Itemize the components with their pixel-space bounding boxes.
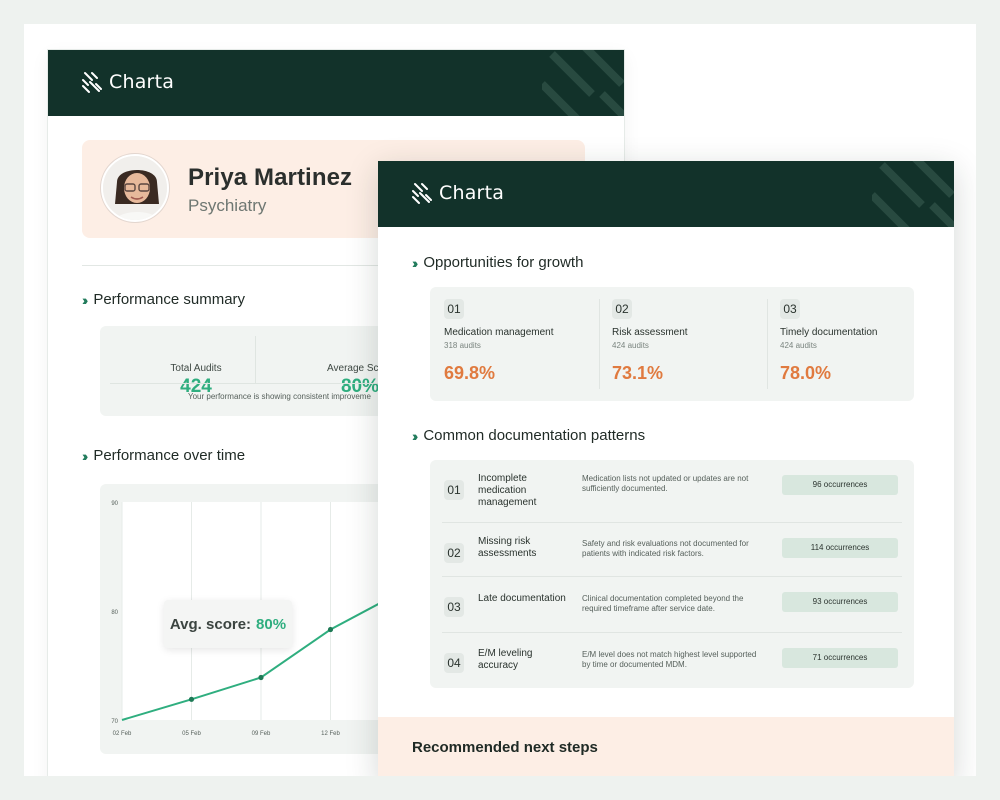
data-point [327, 626, 334, 633]
item-number: 04 [444, 653, 464, 673]
brand-watermark [872, 161, 954, 227]
opportunity-item: 03 Timely documentation 424 audits 78.0% [780, 299, 930, 384]
pattern-row: 01 Incomplete medication management Medi… [430, 464, 914, 520]
metric-total-audits: Total Audits 424 [126, 363, 266, 398]
double-chevron-icon: ›› [82, 291, 89, 308]
opportunity-title: Medication management [444, 327, 554, 338]
section-title-performance-summary: ›› Performance summary [82, 291, 245, 308]
recommendations-title: Recommended next steps [412, 739, 598, 756]
opportunity-title: Timely documentation [780, 327, 878, 338]
opportunity-title: Risk assessment [612, 327, 688, 338]
section-title-performance-over-time: ›› Performance over time [82, 447, 245, 464]
summary-note: Your performance is showing consistent i… [188, 392, 371, 401]
data-point [188, 696, 195, 702]
brand-name: Charta [109, 71, 175, 93]
brand-name: Charta [439, 182, 505, 204]
pattern-description: Clinical documentation completed beyond … [582, 594, 744, 613]
row-divider [442, 522, 902, 523]
pattern-title: Missing risk assessments [478, 536, 537, 559]
report-header: Charta [378, 161, 954, 227]
metric-label: Average Score [327, 363, 393, 374]
provider-specialty: Psychiatry [188, 196, 267, 215]
x-tick-label: 09 Feb [252, 731, 271, 737]
column-separator [599, 299, 600, 389]
brand-watermark [542, 50, 624, 116]
charta-logo-icon [412, 183, 432, 204]
opportunity-value: 69.8% [444, 363, 496, 383]
opportunity-item: 02 Risk assessment 424 audits 73.1% [612, 299, 762, 384]
data-point [258, 674, 264, 681]
row-divider [442, 632, 902, 633]
opportunity-item: 01 Medication management 318 audits 69.8… [444, 299, 594, 384]
pattern-title: Incomplete medication management [478, 473, 537, 508]
metric-divider [110, 383, 610, 384]
metric-label: Total Audits [170, 363, 222, 374]
pattern-row: 03 Late documentation Clinical documenta… [430, 581, 914, 637]
double-chevron-icon: ›› [412, 254, 419, 271]
charta-logo-icon [82, 72, 102, 93]
brand: Charta [411, 182, 504, 204]
opportunity-value: 73.1% [612, 363, 664, 383]
opportunity-audits: 318 audits [444, 341, 481, 350]
section-title-opportunities: ›› Opportunities for growth [412, 254, 583, 271]
metric-value: 80% [340, 376, 380, 397]
occurrence-badge: 114 occurrences [782, 538, 898, 558]
provider-name: Priya Martinez [188, 164, 353, 191]
column-separator [767, 299, 768, 389]
opportunities-panel: 01 Medication management 318 audits 69.8… [430, 287, 914, 401]
y-tick-label: 80 [111, 610, 118, 616]
x-tick-label: 05 Feb [182, 731, 201, 737]
opportunity-value: 78.0% [780, 363, 832, 383]
pattern-description: Safety and risk evaluations not document… [582, 539, 749, 558]
avatar [101, 154, 169, 222]
tooltip-value: 80% [256, 615, 287, 633]
pattern-row: 02 Missing risk assessments Safety and r… [430, 527, 914, 583]
pattern-title: Late documentation [478, 593, 566, 604]
chart-tooltip: Avg. score: 80% [164, 600, 292, 648]
item-number: 01 [444, 480, 464, 500]
metric-value: 424 [180, 376, 212, 397]
canvas: Charta Priya Martinez [24, 24, 976, 776]
occurrence-badge: 93 occurrences [782, 592, 898, 612]
section-title-text: Performance over time [93, 447, 246, 464]
brand: Charta [81, 71, 174, 93]
pattern-title: E/M leveling accuracy [478, 648, 533, 671]
double-chevron-icon: ›› [82, 447, 89, 464]
report-header: Charta [48, 50, 624, 116]
section-title-text: Opportunities for growth [423, 254, 584, 271]
section-title-text: Common documentation patterns [423, 427, 646, 444]
section-title-patterns: ›› Common documentation patterns [412, 427, 645, 444]
item-number: 03 [444, 597, 464, 617]
patterns-panel: 01 Incomplete medication management Medi… [430, 460, 914, 688]
section-title-text: Performance summary [93, 291, 246, 308]
item-number: 03 [780, 299, 800, 319]
x-tick-label: 12 Feb [321, 731, 340, 737]
item-number: 02 [612, 299, 632, 319]
pattern-row: 04 E/M leveling accuracy E/M level does … [430, 637, 914, 693]
y-tick-label: 70 [111, 719, 118, 725]
row-divider [442, 576, 902, 577]
tooltip-label: Avg. score: [169, 615, 252, 633]
pattern-description: E/M level does not match highest level s… [582, 650, 757, 669]
y-tick-label: 90 [111, 501, 118, 507]
x-tick-label: 02 Feb [113, 731, 132, 737]
metric-separator [255, 336, 256, 384]
pattern-description: Medication lists not updated or updates … [582, 474, 749, 493]
report-card-front: Charta ›› Opportunities for growth 01 Me… [378, 161, 954, 776]
metric-average-score: Average Score 80% [290, 363, 430, 398]
occurrence-badge: 71 occurrences [782, 648, 898, 668]
occurrence-badge: 96 occurrences [782, 475, 898, 495]
opportunity-audits: 424 audits [612, 341, 649, 350]
divider [82, 265, 602, 266]
item-number: 02 [444, 543, 464, 563]
double-chevron-icon: ›› [412, 427, 419, 444]
item-number: 01 [444, 299, 464, 319]
opportunity-audits: 424 audits [780, 341, 817, 350]
recommendations-section: Recommended next steps [378, 717, 954, 776]
